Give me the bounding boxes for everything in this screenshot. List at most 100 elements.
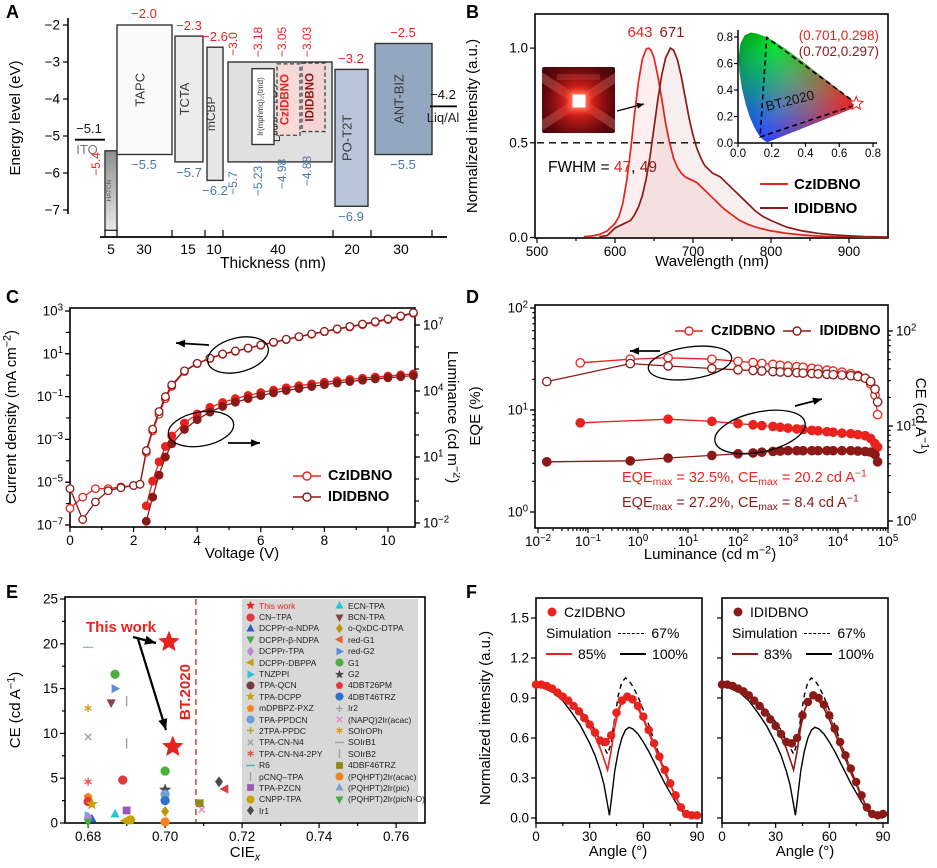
- panel-a-label: A: [6, 2, 19, 22]
- svg-text:Normalized intensity (a.u.): Normalized intensity (a.u.): [477, 631, 494, 805]
- svg-text:Luminance (cd m−2): Luminance (cd m−2): [444, 351, 460, 483]
- svg-text:10−7: 10−7: [37, 516, 63, 532]
- svg-text:700: 700: [682, 244, 705, 259]
- svg-text:EQEmax = 27.2%, CEmax = 8.4 cd: EQEmax = 27.2%, CEmax = 8.4 cd A−1: [622, 493, 859, 513]
- legend-row: DCPPr-β-NDPA: [246, 634, 323, 645]
- legend-marker-icon: [249, 772, 252, 781]
- svg-text:−2.5: −2.5: [390, 25, 416, 40]
- layer-name: CzIDBNO: [280, 74, 292, 125]
- layer-name: Ir(mphmq)₂(tmd): [256, 77, 265, 136]
- legend-label: 4DBF46TRZ: [348, 760, 396, 771]
- legend-label: SOIrB1: [348, 737, 376, 748]
- svg-text:Liq/Al: Liq/Al: [427, 110, 460, 125]
- svg-text:−6.9: −6.9: [338, 209, 364, 224]
- layer-PO-T2T: [334, 68, 369, 207]
- legend-label: IDIDBNO: [794, 199, 858, 217]
- svg-text:101: 101: [508, 401, 528, 417]
- legend-row: IDIDBNO: [292, 486, 392, 507]
- legend-label: CzIDBNO: [794, 175, 861, 193]
- svg-text:−5.4: −5.4: [89, 152, 103, 176]
- legend-row: SOIrB2: [335, 748, 425, 759]
- legend-row: G2: [335, 668, 425, 679]
- legend-label: red-G2: [348, 646, 375, 657]
- legend-row: CNPP-TPA: [246, 794, 323, 805]
- svg-text:15: 15: [180, 241, 196, 257]
- legend-label: DCPPr-α-NDPA: [259, 623, 320, 634]
- electrode-trace: [556, 73, 601, 80]
- legend-label: DCPPr-TPA: [259, 646, 305, 657]
- legend-row: DCPPr-TPA: [246, 646, 323, 657]
- svg-text:0.4: 0.4: [717, 85, 734, 97]
- legend-label: TPA-CN-N4-2PY: [259, 748, 323, 759]
- svg-text:6: 6: [257, 533, 265, 548]
- svg-text:10: 10: [380, 533, 395, 548]
- device-photo: [542, 67, 615, 133]
- legend-label: 4DBT26PM: [348, 680, 392, 691]
- legend-row: TPA-PZCN: [246, 782, 323, 793]
- svg-text:800: 800: [760, 244, 783, 259]
- legend-marker-icon: [246, 692, 255, 701]
- svg-text:101: 101: [423, 448, 443, 464]
- svg-text:−3.05: −3.05: [275, 26, 289, 57]
- layer-name: HATCN: [106, 179, 113, 201]
- svg-text:(0.702,0.297): (0.702,0.297): [799, 44, 879, 59]
- svg-text:−5.7: −5.7: [226, 171, 240, 195]
- svg-text:−4: −4: [45, 92, 61, 107]
- layer-name: mCBP: [204, 96, 218, 131]
- svg-text:40: 40: [270, 241, 286, 257]
- legend-label: pCNQ–TPA: [259, 771, 304, 782]
- svg-text:Angle (°): Angle (°): [589, 843, 648, 860]
- legend-marker-icon: [335, 796, 344, 804]
- svg-text:10−5: 10−5: [37, 474, 63, 490]
- svg-text:101: 101: [43, 345, 63, 361]
- legend-marker-icon: [246, 806, 255, 816]
- legend-label: BCN-TPA: [348, 612, 385, 623]
- emitting-pixel: [572, 94, 585, 108]
- series-IDIDBNO current density: [65, 308, 418, 524]
- series-IDIDBNO luminance: [141, 371, 418, 526]
- legend-row: Ir1: [246, 805, 323, 816]
- legend-marker-icon: [335, 623, 344, 633]
- svg-text:1.2: 1.2: [510, 651, 529, 666]
- legend-marker-icon: [247, 750, 254, 758]
- legend-marker-icon: [247, 784, 254, 792]
- panel-b: B 500 600 700 800 900 Wavelength (nm) 0.0 0.5 1.…: [460, 0, 937, 285]
- legend-label: (PQHPT)2Ir(acac): [348, 771, 417, 782]
- jvl-legend: CzIDBNO IDIDBNO: [292, 465, 392, 507]
- legend-marker-icon: [335, 601, 344, 609]
- legend-row: R6: [246, 759, 323, 770]
- legend-label: SOIrOPh: [348, 725, 383, 736]
- legend-label: R6: [259, 760, 270, 771]
- energy-level-diagram: −2 −3 −4 −5 −6 −7 Energy level (eV) HATCN TAPC TC…: [7, 6, 460, 272]
- series-IDIDBNO measured: [717, 680, 888, 820]
- legend-marker-icon: [547, 607, 557, 617]
- svg-text:−2.6: −2.6: [202, 29, 228, 44]
- panel-b-label: B: [466, 2, 479, 22]
- legend-row: CzIDBNO: [546, 604, 688, 620]
- legend-solid-line: [546, 653, 572, 655]
- legend-label: Simulation: [732, 625, 798, 641]
- legend-marker-icon: [335, 669, 344, 678]
- legend-label: ECN-TPA: [348, 600, 385, 611]
- svg-text:−5.5: −5.5: [390, 157, 416, 172]
- legend-row: DCPPr-α-NDPA: [246, 623, 323, 634]
- layer-name: ANT-BIZ: [392, 74, 407, 124]
- svg-text:Angle (°): Angle (°): [776, 843, 835, 860]
- legend-row: TPA-QCN: [246, 680, 323, 691]
- legend-marker-icon: [335, 614, 344, 622]
- svg-text:60: 60: [822, 829, 837, 844]
- svg-text:CIEx: CIEx: [230, 844, 261, 863]
- svg-text:Wavelength (nm): Wavelength (nm): [655, 253, 769, 270]
- legend-marker-icon: [247, 669, 255, 679]
- svg-text:20: 20: [43, 636, 58, 651]
- svg-text:0.2: 0.2: [717, 112, 733, 124]
- svg-text:102: 102: [896, 322, 916, 338]
- legend-label: CzIDBNO: [564, 604, 626, 620]
- legend-row: TNZPPI: [246, 668, 323, 679]
- legend-marker-icon: [246, 624, 255, 632]
- legend-label: 100%: [652, 646, 688, 662]
- svg-text:10−1: 10−1: [37, 388, 63, 404]
- legend-label: G1: [348, 657, 360, 668]
- svg-text:10−3: 10−3: [37, 431, 63, 447]
- panel-e-label: E: [6, 582, 19, 602]
